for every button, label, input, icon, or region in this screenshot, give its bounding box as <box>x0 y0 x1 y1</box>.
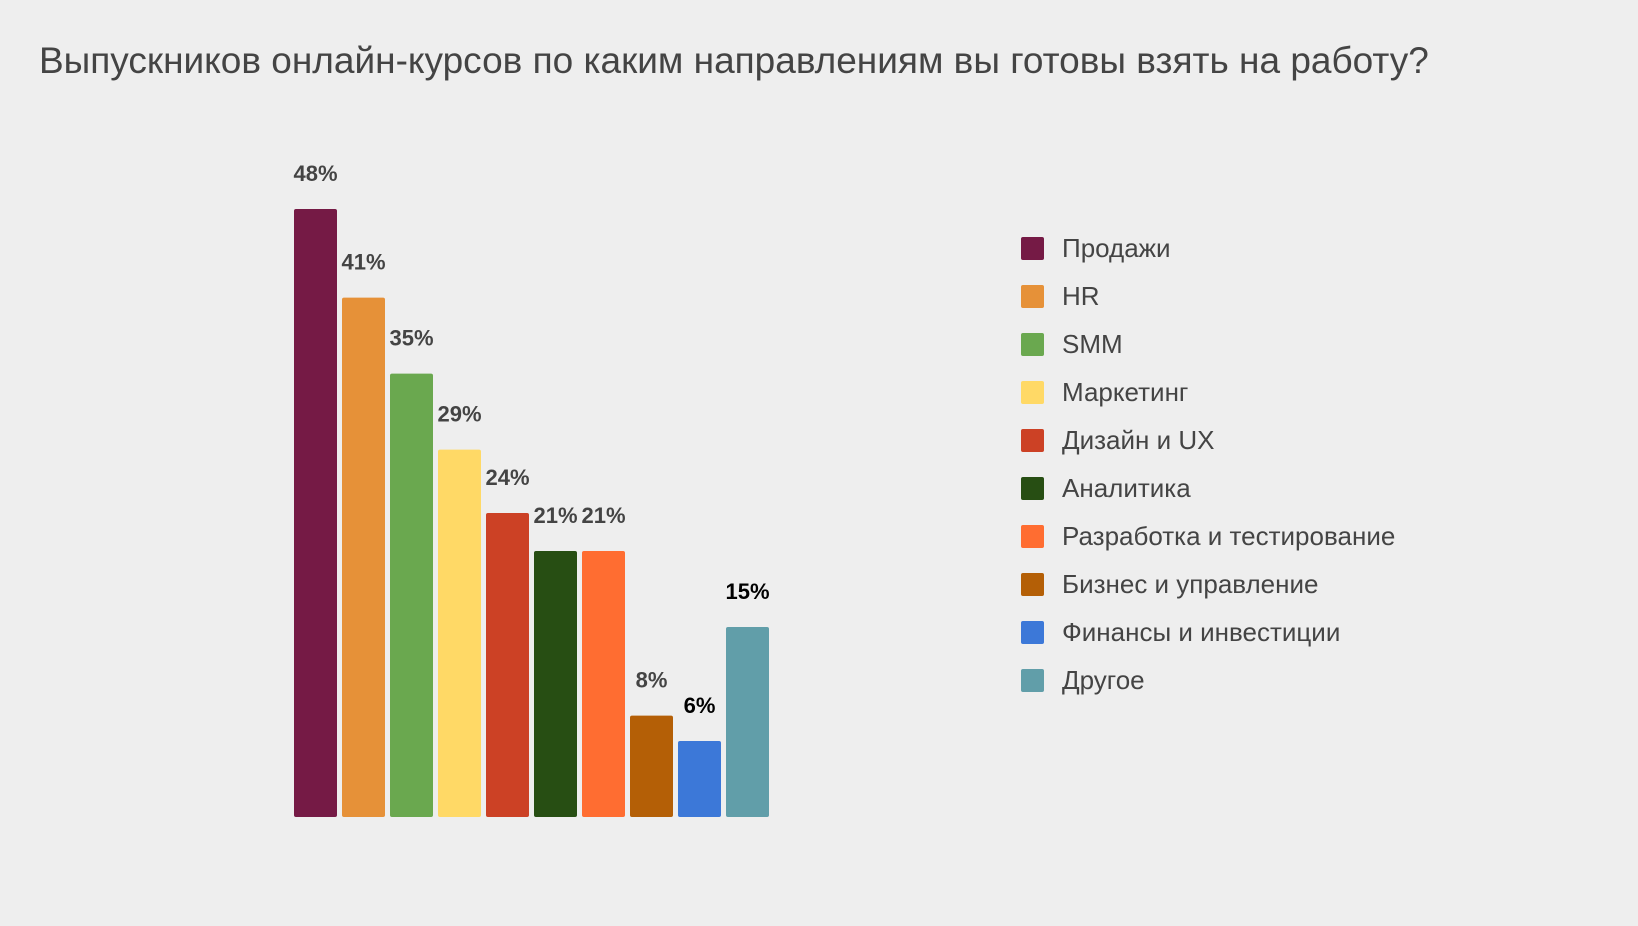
bar-3 <box>390 373 433 817</box>
bar-6 <box>534 551 577 817</box>
bar-8 <box>630 715 673 817</box>
legend-label: SMM <box>1062 328 1123 359</box>
legend-swatch <box>1021 284 1044 308</box>
data-label-3: 35% <box>389 326 433 351</box>
legend-label: Маркетинг <box>1062 376 1189 407</box>
bar-4 <box>438 449 481 817</box>
legend-swatch <box>1021 524 1044 548</box>
legend-item: HR <box>1021 272 1395 320</box>
data-label-8: 8% <box>636 668 668 693</box>
legend-item: Другое <box>1021 656 1395 704</box>
legend-label: Разработка и тестирование <box>1062 520 1396 551</box>
legend-item: Маркетинг <box>1021 368 1395 416</box>
legend-label: Бизнес и управление <box>1062 568 1319 599</box>
bar-10 <box>726 627 769 817</box>
data-label-7: 21% <box>581 503 625 528</box>
legend-swatch <box>1021 428 1044 452</box>
data-label-5: 24% <box>485 465 529 490</box>
bar-2 <box>342 297 385 818</box>
legend-label: Дизайн и UX <box>1062 424 1215 455</box>
data-label-4: 29% <box>437 402 481 427</box>
legend-label: Другое <box>1062 664 1145 695</box>
data-label-10: 15% <box>725 579 769 604</box>
legend-label: HR <box>1062 280 1100 311</box>
bar-9 <box>678 741 721 817</box>
legend-item: Финансы и инвестиции <box>1021 608 1395 656</box>
legend-swatch <box>1021 476 1044 500</box>
legend-swatch <box>1021 620 1044 644</box>
legend-item: Разработка и тестирование <box>1021 512 1395 560</box>
legend-swatch <box>1021 668 1044 692</box>
data-label-1: 48% <box>293 161 337 186</box>
legend-item: SMM <box>1021 320 1395 368</box>
legend-swatch <box>1021 332 1044 356</box>
legend-item: Аналитика <box>1021 464 1395 512</box>
legend-label: Продажи <box>1062 232 1171 263</box>
legend-label: Аналитика <box>1062 472 1191 503</box>
bar-5 <box>486 513 529 817</box>
legend-item: Продажи <box>1021 224 1395 272</box>
legend-swatch <box>1021 236 1044 260</box>
legend-label: Финансы и инвестиции <box>1062 616 1341 647</box>
chart-title: Выпускников онлайн-курсов по каким напра… <box>39 40 1429 81</box>
legend-item: Бизнес и управление <box>1021 560 1395 608</box>
legend-swatch <box>1021 572 1044 596</box>
bar-1 <box>294 209 337 817</box>
data-label-6: 21% <box>533 503 577 528</box>
legend-item: Дизайн и UX <box>1021 416 1395 464</box>
data-label-2: 41% <box>341 250 385 275</box>
chart-legend: Продажи HR SMM Маркетинг Дизайн и UX Аналитик… <box>1021 224 1395 704</box>
data-label-9: 6% <box>684 693 716 718</box>
bar-7 <box>582 551 625 817</box>
legend-swatch <box>1021 380 1044 404</box>
